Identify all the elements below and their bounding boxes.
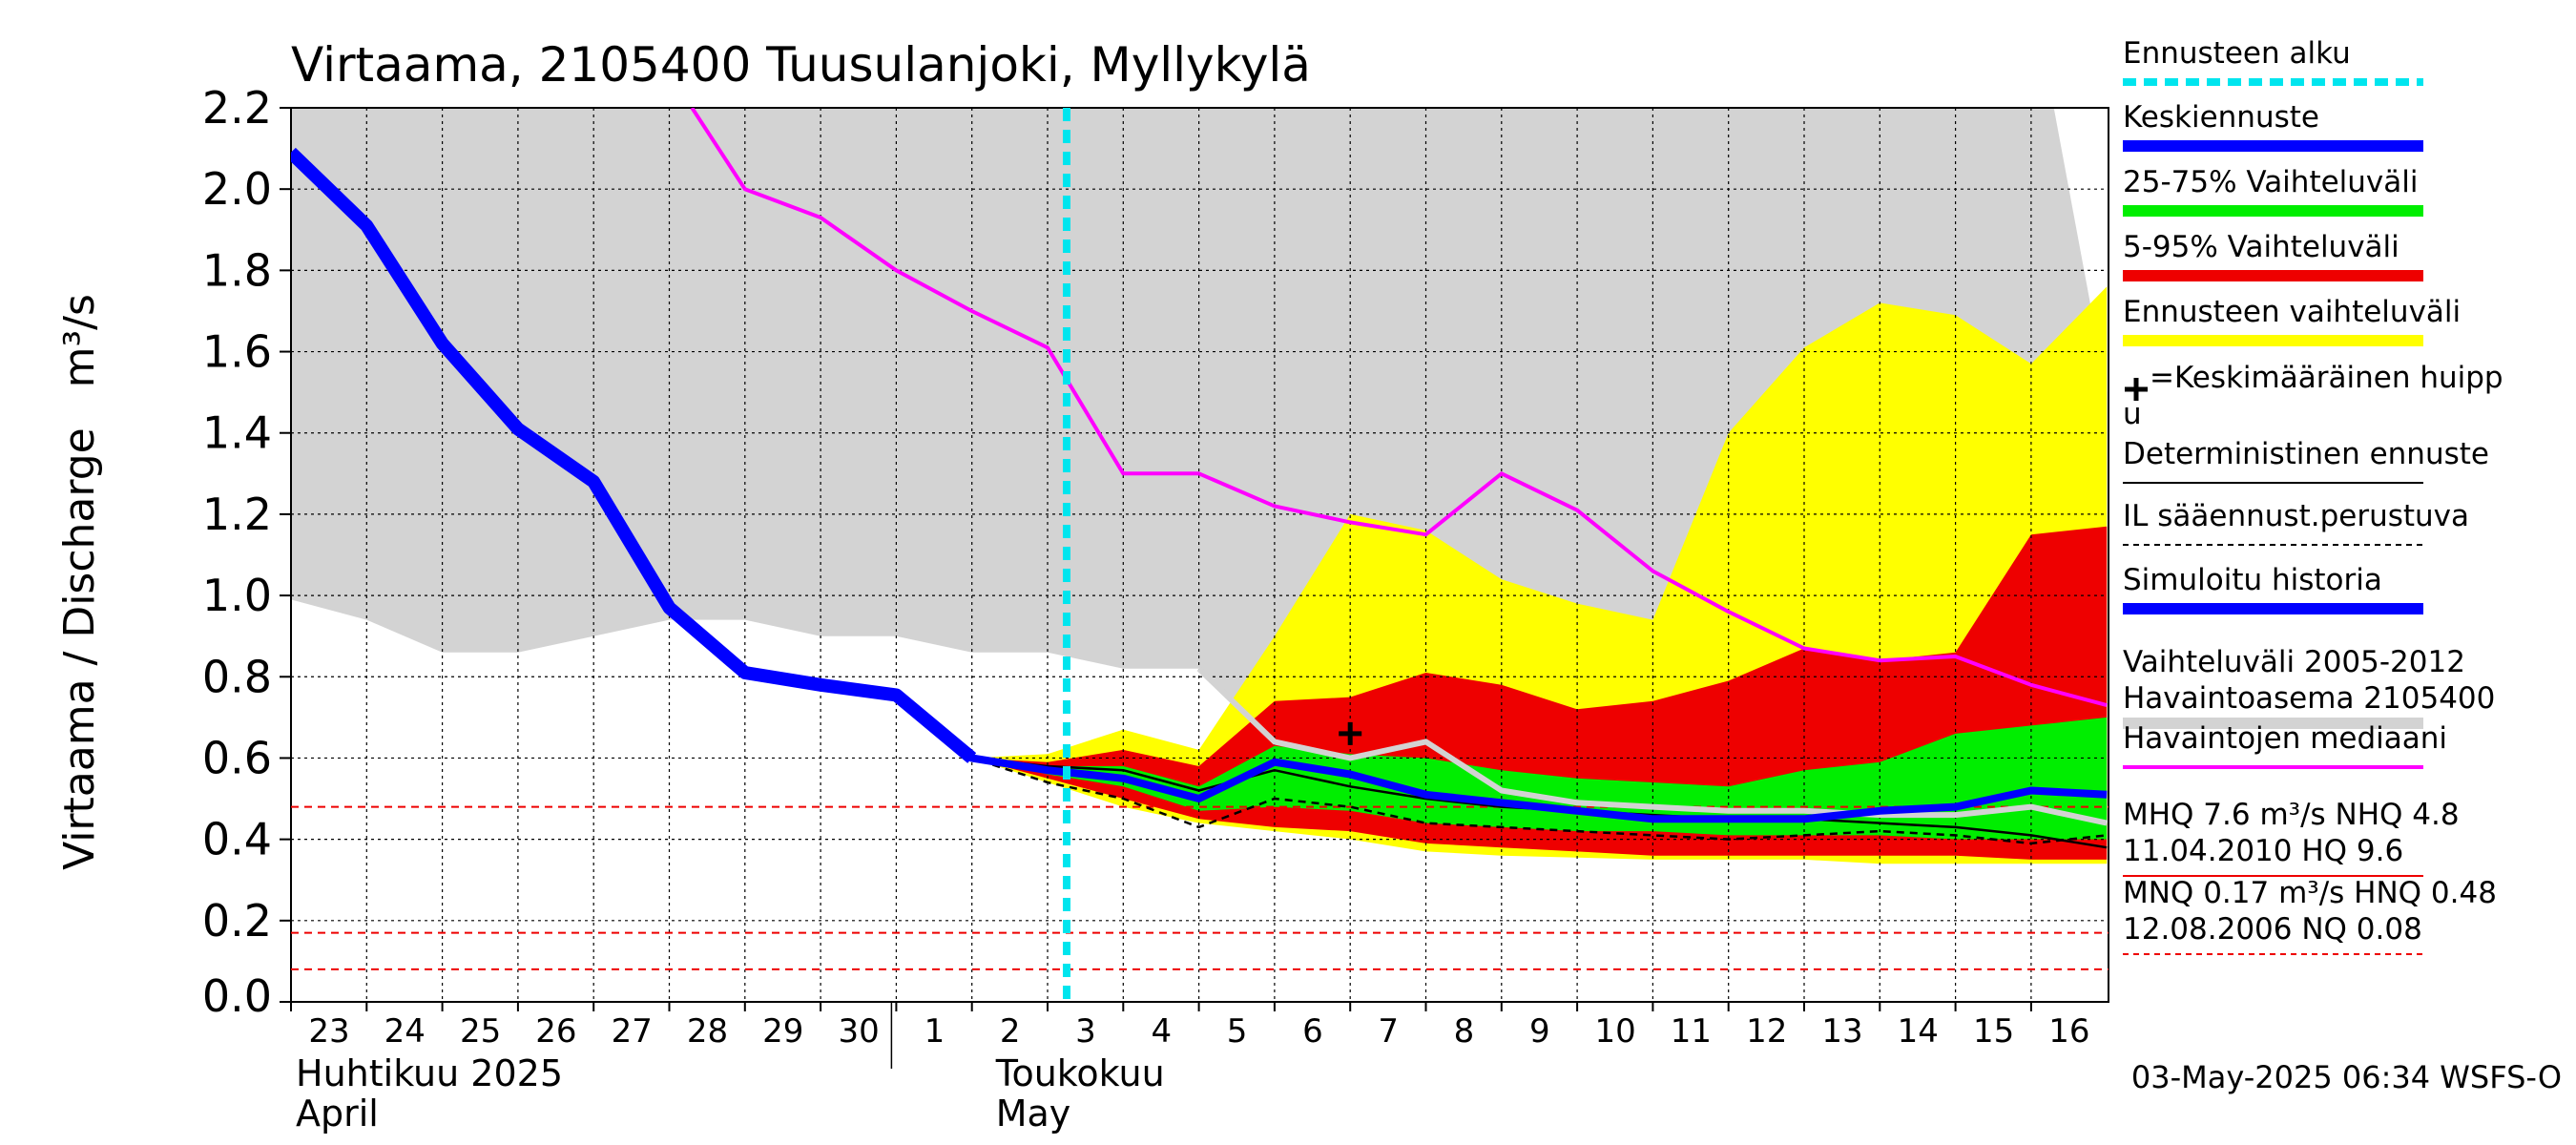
month-label-fi: Toukokuu [995, 1052, 1165, 1094]
x-tick-label: 10 [1594, 1012, 1635, 1051]
x-tick-labels: 23 24 25 26 27 28 29 30 1 2 3 4 5 6 7 8 9 10 11 12 13 14 15 16 [290, 1002, 2090, 1051]
x-tick-label: 8 [1454, 1012, 1475, 1051]
legend-label: Ennusteen alku [2123, 36, 2351, 71]
legend-cross-icon [2125, 378, 2148, 401]
x-tick-label: 29 [762, 1012, 803, 1051]
legend-label: Keskiennuste [2123, 100, 2319, 135]
x-tick-label: 2 [1000, 1012, 1021, 1051]
x-tick-label: 14 [1898, 1012, 1939, 1051]
chart-title: Virtaama, 2105400 Tuusulanjoki, Myllykyl… [291, 37, 1311, 93]
x-tick-label: 23 [308, 1012, 349, 1051]
observed-median-line [690, 108, 2108, 708]
y-tick-label: 0.2 [202, 895, 272, 947]
x-tick-label: 9 [1529, 1012, 1550, 1051]
legend-label: Ennusteen vaihteluväli [2123, 295, 2461, 329]
plot-grid [290, 107, 2109, 1003]
legend-label: Simuloitu historia [2123, 563, 2382, 597]
y-tick-label: 0.6 [202, 732, 272, 783]
x-tick-label: 15 [1973, 1012, 2014, 1051]
legend-label: MNQ 0.17 m³/s HNQ 0.48 [2123, 876, 2497, 910]
x-tick-label: 1 [924, 1012, 945, 1051]
legend-label-2: 11.04.2010 HQ 9.6 [2123, 834, 2403, 868]
y-tick-label: 1.2 [202, 489, 272, 540]
y-tick-label: 1.4 [202, 407, 272, 459]
footer-timestamp: 03-May-2025 06:34 WSFS-O [2131, 1059, 2562, 1095]
x-tick-label: 13 [1821, 1012, 1862, 1051]
x-tick-label: 28 [687, 1012, 728, 1051]
y-tick-label: 0.0 [202, 970, 272, 1022]
y-tick-labels: 0.0 0.2 0.4 0.6 0.8 1.0 1.2 1.4 1.6 1.8 2.0 2.2 [202, 82, 291, 1022]
y-tick-label: 0.8 [202, 651, 272, 702]
x-tick-label: 5 [1227, 1012, 1248, 1051]
x-tick-label: 6 [1302, 1012, 1323, 1051]
x-tick-label: 30 [838, 1012, 879, 1051]
x-tick-label: 7 [1378, 1012, 1399, 1051]
y-tick-label: 1.6 [202, 326, 272, 378]
p25-75-area [971, 717, 2108, 840]
x-tick-label: 16 [2048, 1012, 2089, 1051]
legend: Ennusteen alku Keskiennuste 25-75% Vaihtel… [2123, 36, 2503, 955]
legend-label: IL sääennust.perustuva [2123, 499, 2469, 533]
month-label-en: May [996, 1093, 1071, 1135]
y-axis-label: Virtaama / Discharge m³/s [55, 294, 104, 870]
x-tick-label: 24 [384, 1012, 426, 1051]
mean-peak-marker [1339, 721, 1362, 745]
x-tick-label: 11 [1671, 1012, 1712, 1051]
il-forecast-line [895, 694, 2108, 845]
deterministic-line [895, 694, 2108, 849]
legend-label: Havaintojen mediaani [2123, 721, 2447, 756]
legend-label: Deterministinen ennuste [2123, 437, 2489, 471]
y-tick-label: 1.0 [202, 570, 272, 621]
legend-label-2: 12.08.2006 NQ 0.08 [2123, 912, 2422, 947]
month-label-fi: Huhtikuu 2025 [296, 1052, 563, 1094]
plot-lines [291, 108, 2109, 1002]
x-tick-label: 27 [612, 1012, 653, 1051]
legend-label: 25-75% Vaihteluväli [2123, 165, 2419, 199]
y-tick-label: 0.4 [202, 814, 272, 865]
legend-label: 5-95% Vaihteluväli [2123, 230, 2399, 264]
legend-label: MHQ 7.6 m³/s NHQ 4.8 [2123, 798, 2460, 832]
y-tick-label: 2.2 [202, 82, 272, 134]
y-tick-label: 2.0 [202, 163, 272, 215]
x-tick-label: 4 [1151, 1012, 1172, 1051]
x-tick-label: 12 [1746, 1012, 1787, 1051]
x-tick-label: 25 [460, 1012, 501, 1051]
legend-label: Vaihteluväli 2005-2012 [2123, 645, 2465, 679]
history-station-line [1196, 666, 2108, 826]
month-label-en: April [296, 1093, 379, 1135]
legend-label-2: Havaintoasema 2105400 [2123, 681, 2495, 716]
legend-label-2: u [2123, 397, 2142, 431]
y-tick-label: 1.8 [202, 244, 272, 296]
legend-label: =Keskimääräinen huipp [2150, 361, 2503, 395]
x-tick-label: 26 [535, 1012, 576, 1051]
simulated-history-line [291, 147, 977, 763]
x-tick-label: 3 [1075, 1012, 1096, 1051]
